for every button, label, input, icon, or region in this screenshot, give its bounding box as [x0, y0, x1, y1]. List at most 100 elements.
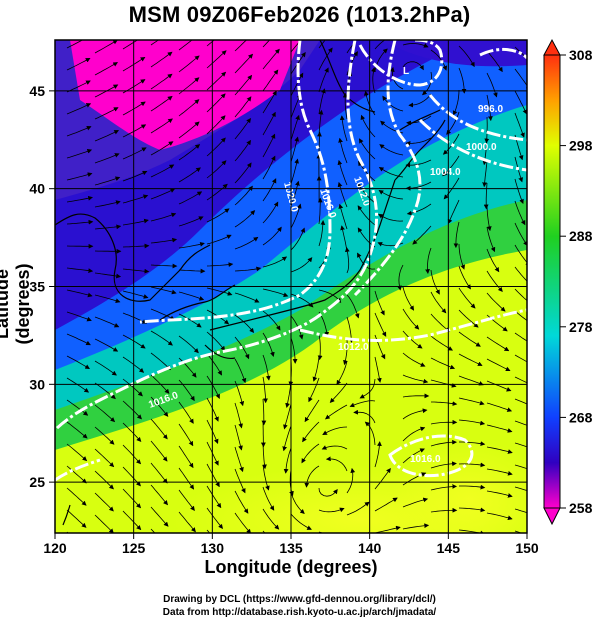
contour-label-996: 996.0 [478, 104, 503, 115]
streamline [487, 535, 512, 542]
streamline [336, 360, 348, 386]
streamline [206, 160, 227, 179]
streamline [262, 332, 275, 357]
streamline [343, 338, 348, 366]
streamline [260, 420, 266, 448]
streamline [402, 43, 429, 48]
credit-line-dcl: Drawing by DCL (https://www.gfd-dennou.o… [163, 594, 436, 605]
streamline [452, 89, 460, 116]
streamline [290, 491, 305, 515]
streamline [262, 48, 280, 70]
lat-lon-grid [55, 40, 527, 533]
streamline [234, 358, 247, 384]
streamline [206, 93, 226, 113]
streamline [318, 507, 345, 513]
streamline [122, 312, 148, 324]
streamline [340, 225, 348, 252]
streamline [458, 397, 485, 406]
streamline [514, 178, 524, 205]
streamline [234, 210, 256, 228]
streamline [234, 236, 259, 250]
streamline [458, 331, 481, 347]
streamline [458, 353, 483, 366]
streamline [94, 470, 114, 490]
streamline [346, 501, 370, 516]
streamline [262, 486, 275, 511]
streamline [364, 421, 376, 446]
chart-title: MSM 09Z06Feb2026 (1013.2hPa) [128, 2, 471, 27]
streamline [514, 354, 527, 363]
x-tick-label: 135 [279, 540, 303, 556]
x-axis-label: Longitude (degrees) [204, 557, 378, 577]
streamline [402, 408, 428, 420]
streamline [308, 377, 320, 403]
streamline [349, 400, 376, 408]
streamline [514, 442, 527, 448]
streamline [318, 220, 326, 247]
streamline [514, 200, 526, 226]
streamline [325, 456, 348, 472]
streamline [122, 422, 142, 442]
streamline [430, 291, 447, 314]
streamline [94, 404, 116, 423]
streamline [206, 115, 226, 135]
streamline [357, 205, 376, 226]
streamline [374, 467, 391, 490]
streamline [486, 446, 513, 454]
streamline [234, 117, 251, 140]
streamline [94, 316, 120, 328]
streamline [483, 182, 489, 210]
streamline [318, 47, 333, 71]
streamline [234, 74, 253, 96]
streamline [367, 532, 374, 533]
streamline [431, 401, 458, 406]
streamline [262, 155, 276, 180]
streamline [458, 309, 479, 328]
streamline [514, 112, 525, 138]
streamline [282, 425, 292, 452]
streamline [317, 333, 323, 361]
streamline [290, 257, 313, 273]
streamline [94, 200, 121, 208]
streamline [405, 137, 432, 146]
streamline [402, 472, 427, 486]
streamline [178, 401, 194, 424]
streamline [262, 69, 279, 92]
streamline [234, 402, 243, 429]
streamline [262, 288, 289, 297]
streamline [514, 508, 527, 514]
colorbar-tick-label: 278 [569, 319, 593, 335]
streamline [122, 400, 142, 420]
streamline [458, 419, 486, 426]
streamline [402, 393, 430, 399]
streamline [94, 514, 114, 533]
streamline [178, 55, 200, 73]
y-tick-label: 35 [29, 279, 45, 295]
streamline [122, 243, 150, 249]
streamline [318, 487, 338, 497]
streamline [406, 203, 432, 216]
streamline [150, 330, 173, 346]
streamline [514, 486, 527, 492]
streamline [206, 375, 220, 400]
streamline [353, 409, 376, 424]
streamline [514, 420, 527, 426]
streamline [234, 336, 250, 360]
streamline [458, 529, 486, 533]
streamline [178, 191, 203, 205]
streamline [178, 335, 199, 354]
streamline [430, 313, 451, 332]
streamline [234, 424, 243, 451]
streamline [302, 421, 320, 443]
streamline [344, 247, 350, 274]
x-tick-label: 140 [358, 540, 382, 556]
streamline [178, 268, 206, 274]
streamline [402, 330, 423, 349]
streamline [150, 141, 174, 156]
streamline [342, 92, 348, 120]
streamline [430, 484, 458, 491]
streamline [94, 62, 118, 76]
streamline [397, 264, 404, 291]
streamline [486, 292, 506, 312]
